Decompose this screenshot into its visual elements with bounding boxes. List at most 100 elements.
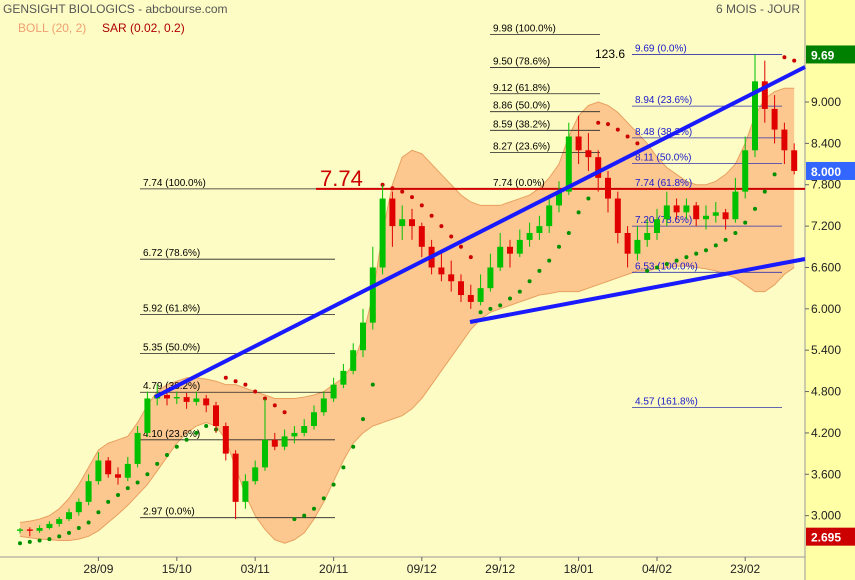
- sar-dot: [566, 231, 571, 236]
- sar-dot: [615, 127, 620, 132]
- sar-dot: [488, 306, 493, 311]
- sar-dot: [606, 122, 610, 127]
- candle-body: [46, 523, 53, 529]
- sar-dot: [723, 237, 728, 242]
- candle-body: [487, 267, 494, 289]
- candle-body: [644, 233, 651, 240]
- sar-dot: [253, 389, 258, 394]
- candle-body: [379, 198, 386, 268]
- sar-dot: [18, 541, 22, 546]
- candle-body: [193, 398, 200, 402]
- sar-dot: [645, 268, 650, 273]
- fib-label: 8.11 (50.0%): [635, 152, 692, 163]
- sar-dot: [410, 195, 414, 200]
- sar-dot: [331, 482, 336, 487]
- sar-dot: [194, 430, 199, 435]
- sar-dot: [557, 244, 561, 249]
- sar-dot: [106, 499, 111, 504]
- candle-body: [624, 233, 631, 254]
- candle-body: [252, 467, 259, 482]
- sar-dot: [704, 248, 708, 253]
- candle-body: [683, 205, 690, 213]
- sar-dot: [576, 210, 581, 215]
- candle-body: [477, 288, 484, 302]
- sar-dot: [174, 444, 179, 449]
- axis-layer: 3.000 3.600 4.200 4.800 5.400 6.000 6.600 7.200…: [83, 45, 855, 576]
- trend-line: [469, 257, 806, 324]
- candle-body: [350, 350, 357, 371]
- y-tick-label: 3.000: [811, 509, 841, 523]
- fib-label: 6.53 (100.0%): [635, 261, 698, 272]
- y-tick-label: 6.000: [811, 302, 841, 316]
- sar-dot: [243, 382, 248, 387]
- candle-body: [360, 322, 366, 351]
- candle-body: [712, 212, 719, 216]
- sar-dot: [498, 303, 503, 308]
- sar-dot: [27, 539, 32, 544]
- candle-body: [17, 529, 23, 531]
- fib-label: 7.74 (100.0%): [143, 178, 206, 189]
- sar-dot: [233, 379, 238, 384]
- sar-dot: [478, 310, 483, 315]
- sar-dot: [468, 255, 473, 260]
- trend-line: [154, 65, 806, 399]
- candle-body: [448, 274, 455, 282]
- period-label: 6 MOIS - JOUR: [716, 2, 800, 16]
- candle-body: [556, 191, 562, 206]
- candle-body: [340, 370, 347, 385]
- candle-body: [95, 460, 102, 482]
- price-tag-label: 8.000: [811, 165, 841, 179]
- sar-dot: [312, 506, 316, 511]
- sar-dot: [184, 437, 189, 442]
- candle-body: [595, 157, 602, 178]
- candle-body: [507, 246, 513, 254]
- sar-dot: [165, 452, 169, 457]
- fib-label: 2.97 (0.0%): [143, 507, 195, 518]
- candle-body: [418, 226, 425, 247]
- sar-dot: [361, 417, 365, 422]
- x-tick-label: 04/02: [642, 562, 672, 576]
- candle-body: [115, 474, 121, 478]
- sar-dot: [547, 258, 552, 263]
- fib-label: 9.69 (0.0%): [635, 43, 687, 54]
- sar-dot: [527, 279, 532, 284]
- y-tick-label: 5.400: [811, 343, 841, 357]
- sar-dot: [204, 424, 209, 429]
- sar-dot: [116, 492, 120, 497]
- fib-label: 7.20 (78.6%): [635, 215, 692, 226]
- x-tick-label: 09/12: [407, 562, 437, 576]
- candle-body: [301, 426, 308, 433]
- candle-body: [173, 397, 180, 399]
- candle-body: [134, 432, 141, 464]
- price-axis-panel: [805, 0, 855, 580]
- candle-body: [722, 212, 729, 220]
- price-tag: [806, 161, 855, 180]
- sar-dot: [155, 461, 160, 466]
- y-tick-label: 9.000: [811, 95, 841, 109]
- sar-dot: [76, 526, 81, 531]
- x-tick-label: 03/11: [241, 562, 270, 576]
- price-tag: [806, 45, 855, 64]
- fib-label: 4.57 (161.8%): [635, 396, 698, 407]
- candle-body: [56, 519, 63, 524]
- x-tick-label: 20/11: [319, 562, 348, 576]
- candle-body: [144, 398, 151, 433]
- candle-body: [458, 281, 464, 296]
- candle-body: [75, 501, 82, 513]
- sar-dot: [37, 538, 42, 543]
- x-tick-label: 28/09: [83, 562, 113, 576]
- sar-dot: [125, 486, 130, 491]
- candle-body: [124, 463, 131, 478]
- fib-label: 4.10 (23.6%): [143, 429, 200, 440]
- candle-body: [516, 239, 523, 254]
- sar-dot: [321, 496, 326, 501]
- fib-label: 6.72 (78.6%): [143, 248, 200, 259]
- fib-label: 9.98 (100.0%): [493, 23, 556, 34]
- candle-body: [232, 453, 239, 502]
- sar-dot: [664, 262, 669, 267]
- candle-body: [565, 136, 572, 192]
- candle-body: [575, 136, 582, 151]
- sar-dot: [292, 517, 297, 522]
- fib-label: 5.35 (50.0%): [143, 343, 200, 354]
- y-tick-label: 6.600: [811, 260, 841, 274]
